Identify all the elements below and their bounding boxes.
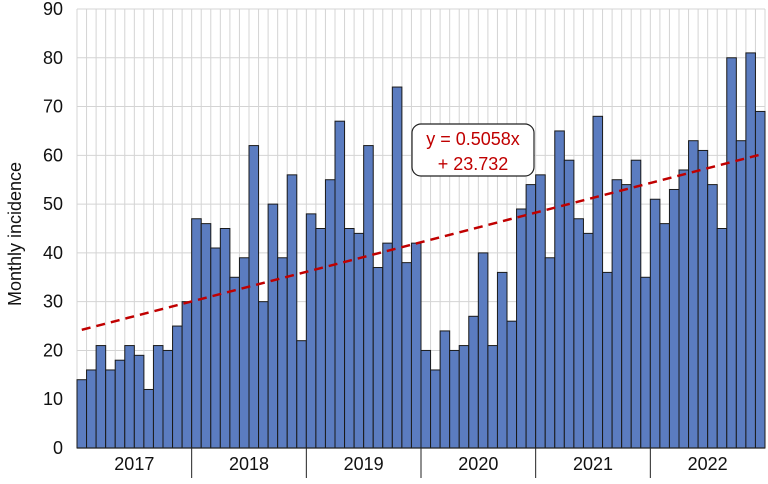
bar xyxy=(296,340,307,449)
bar xyxy=(401,262,412,449)
bar xyxy=(506,320,518,449)
bar xyxy=(697,149,709,449)
bar xyxy=(544,257,556,449)
bar xyxy=(487,345,498,449)
y-tick-label: 0 xyxy=(53,438,63,458)
bar xyxy=(754,110,766,449)
bar xyxy=(277,257,288,449)
trendline-equation: y = 0.5058x + 23.732 xyxy=(411,123,535,177)
bar xyxy=(133,354,145,449)
bar xyxy=(430,369,441,449)
bar xyxy=(726,57,737,449)
y-tick-label: 80 xyxy=(43,48,63,68)
bar xyxy=(363,145,374,449)
bar xyxy=(286,174,298,449)
bar xyxy=(95,345,107,449)
y-tick-label: 30 xyxy=(43,292,63,312)
y-tick-label: 90 xyxy=(43,0,63,19)
y-tick-label: 60 xyxy=(43,145,63,165)
bar xyxy=(688,140,699,449)
bar xyxy=(353,232,365,449)
bar xyxy=(659,223,670,449)
bar xyxy=(458,345,470,449)
bar xyxy=(468,315,479,449)
year-label: 2017 xyxy=(114,454,154,474)
bar xyxy=(258,301,269,449)
bar xyxy=(181,301,193,449)
bar xyxy=(76,379,88,449)
equation-line-2: + 23.732 xyxy=(438,154,509,174)
y-tick-label: 40 xyxy=(43,243,63,263)
bar xyxy=(219,228,231,449)
bar xyxy=(525,184,537,449)
bar xyxy=(592,115,604,449)
bar xyxy=(449,349,460,449)
bar xyxy=(745,52,756,449)
trendline xyxy=(81,153,761,331)
bar xyxy=(410,242,422,449)
bar xyxy=(162,349,174,449)
bar xyxy=(143,388,154,449)
equation-box xyxy=(411,123,535,177)
bar xyxy=(640,276,651,449)
bar xyxy=(678,169,690,449)
bar xyxy=(716,228,728,449)
bar xyxy=(621,184,632,449)
trendline-path xyxy=(81,153,761,331)
year-label: 2021 xyxy=(573,454,613,474)
bar xyxy=(391,86,403,449)
bar xyxy=(602,271,613,449)
bar xyxy=(124,345,135,449)
equation-line-1: y = 0.5058x xyxy=(426,129,520,149)
bar xyxy=(535,174,546,449)
bar xyxy=(267,203,279,449)
bar xyxy=(105,369,116,449)
y-tick-label: 50 xyxy=(43,194,63,214)
y-axis-label: Monthly incidence xyxy=(5,162,25,306)
year-label: 2020 xyxy=(458,454,498,474)
year-label: 2018 xyxy=(229,454,269,474)
bar xyxy=(172,325,183,449)
bar xyxy=(200,223,212,449)
year-label: 2019 xyxy=(344,454,384,474)
bar xyxy=(516,208,527,449)
bar xyxy=(439,330,451,449)
bar xyxy=(382,242,393,449)
bar xyxy=(420,349,432,449)
bar xyxy=(554,130,565,449)
bar xyxy=(477,252,489,449)
bar xyxy=(324,179,336,449)
bar xyxy=(372,267,384,449)
bar xyxy=(248,145,260,449)
bar xyxy=(114,359,126,449)
year-label: 2022 xyxy=(688,454,728,474)
bar xyxy=(86,369,97,449)
bar xyxy=(707,184,718,449)
bar xyxy=(191,218,202,449)
bar xyxy=(229,276,240,449)
y-tick-label: 20 xyxy=(43,340,63,360)
bar xyxy=(305,213,317,449)
bar xyxy=(649,198,661,449)
bar xyxy=(668,188,680,449)
y-tick-label: 70 xyxy=(43,97,63,117)
bar xyxy=(152,345,164,449)
x-axis: 2017 2018 2019 2020 2021 2022 xyxy=(77,447,765,478)
bar xyxy=(611,179,623,449)
bar xyxy=(315,228,326,449)
bar xyxy=(582,232,594,449)
bar xyxy=(210,247,221,449)
y-tick-label: 10 xyxy=(43,389,63,409)
bar xyxy=(334,120,346,449)
bar xyxy=(735,140,747,449)
bar xyxy=(496,271,508,449)
bar xyxy=(630,159,642,449)
bar xyxy=(573,218,584,449)
y-axis-ticks: 0 10 20 30 40 50 60 70 80 90 xyxy=(43,0,63,458)
